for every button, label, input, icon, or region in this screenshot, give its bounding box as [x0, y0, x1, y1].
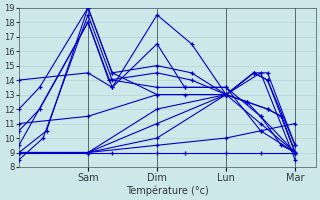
X-axis label: Température (°c): Température (°c): [126, 185, 209, 196]
